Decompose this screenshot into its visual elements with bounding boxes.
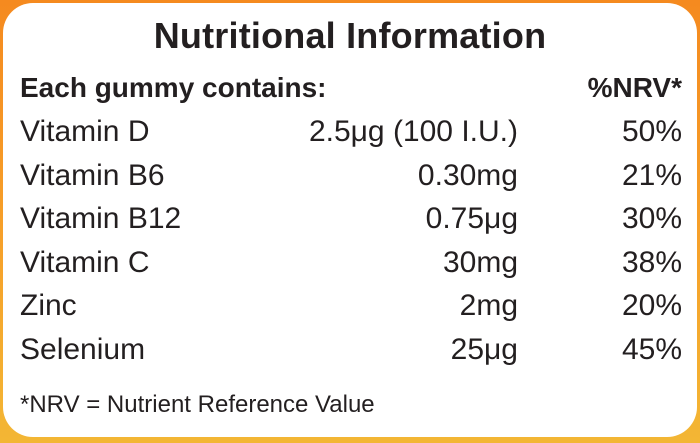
nutrient-nrv: 21% — [621, 158, 682, 192]
table-row: Vitamin C 30mg 38% — [0, 243, 700, 287]
nrv-footnote: *NRV = Nutrient Reference Value — [20, 391, 375, 418]
nutrient-nrv: 20% — [621, 289, 682, 322]
page-title: Nutritional Information — [153, 15, 547, 56]
nutrient-name: Zinc — [20, 289, 77, 322]
nutrient-name: Vitamin B6 — [20, 158, 165, 192]
table-row: Vitamin B12 0.75μg 30% — [0, 199, 700, 243]
nutrient-table: Vitamin D 2.5μg (100 I.U.) 50% Vitamin B… — [0, 112, 700, 373]
nutrition-panel — [3, 3, 697, 437]
table-row: Selenium 25μg 45% — [0, 330, 700, 374]
nutrient-nrv: 45% — [621, 332, 682, 366]
nutrient-name: Vitamin C — [20, 245, 150, 279]
table-row: Zinc 2mg 20% — [0, 286, 700, 330]
column-header-contents: Each gummy contains: — [20, 72, 327, 103]
nutrient-amount: 30mg — [442, 245, 518, 279]
nutrient-name: Selenium — [20, 332, 146, 366]
nutrient-nrv: 38% — [621, 245, 682, 279]
table-row: Vitamin D 2.5μg (100 I.U.) 50% — [0, 112, 700, 156]
nutrient-amount: 0.30mg — [417, 158, 518, 192]
nutrient-amount: 25μg — [450, 332, 518, 366]
nutrient-nrv: 30% — [621, 202, 682, 235]
column-header-nrv: %NRV* — [587, 72, 682, 103]
nutrient-nrv: 50% — [621, 115, 682, 148]
nutrient-name: Vitamin B12 — [20, 202, 182, 235]
nutrient-amount: 2.5μg (100 I.U.) — [308, 115, 518, 148]
nutrient-name: Vitamin D — [20, 115, 150, 148]
table-row: Vitamin B6 0.30mg 21% — [0, 156, 700, 200]
nutrient-amount: 0.75μg — [425, 202, 518, 235]
nutrient-amount: 2mg — [459, 289, 518, 322]
